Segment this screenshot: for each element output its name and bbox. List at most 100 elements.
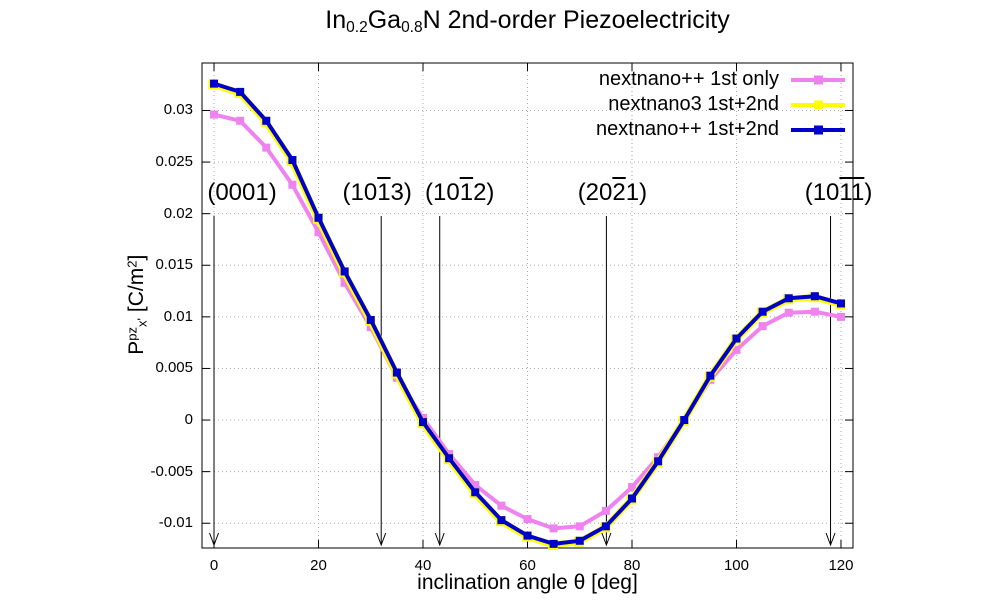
x-tick-label: 80 bbox=[623, 557, 641, 574]
text-part: 3) bbox=[390, 179, 412, 206]
series-nextnanopp-1st-2nd-marker bbox=[288, 156, 297, 164]
series-nextnanopp-1st-2nd-marker bbox=[575, 536, 584, 545]
y-tick-label: 0 bbox=[184, 411, 193, 429]
text-part: In bbox=[325, 6, 347, 34]
series-nextnanopp-1st-2nd-marker bbox=[419, 418, 428, 427]
x-axis-title: inclination angle θ [deg] bbox=[417, 571, 638, 594]
legend-item: nextnano++ 1st only bbox=[400, 67, 845, 92]
series-nextnanopp-1st-2nd bbox=[210, 79, 845, 548]
y-tick-label: 0.015 bbox=[155, 256, 193, 274]
legend-label: nextnano++ 1st only bbox=[598, 68, 779, 90]
series-nextnanopp-1st-2nd-marker bbox=[445, 454, 454, 463]
series-nextnanopp-1st-2nd-marker bbox=[627, 494, 636, 503]
x-tick-label: 40 bbox=[414, 557, 432, 574]
series-nextnanopp-1st-2nd-marker bbox=[366, 315, 375, 324]
text-part: (10 bbox=[804, 179, 840, 206]
text-part: 0.2 bbox=[346, 18, 368, 36]
series-nextnanopp-1st-only-marker bbox=[810, 307, 819, 316]
series-nextnanopp-1st-only-marker bbox=[497, 501, 506, 510]
series-nextnanopp-1st-only bbox=[210, 110, 845, 533]
y-tick-label: 0.02 bbox=[163, 204, 193, 222]
series-nextnanopp-1st-2nd-marker bbox=[758, 307, 767, 316]
text-part: ] bbox=[124, 254, 148, 261]
series-nextnanopp-1st-only-marker bbox=[288, 180, 297, 189]
text-part: ) bbox=[864, 179, 873, 206]
series-nextnanopp-1st-only-marker bbox=[758, 322, 767, 331]
annotation-label: (1013) bbox=[307, 179, 447, 207]
y-tick-label: 0.005 bbox=[155, 359, 193, 377]
series-nextnanopp-1st-2nd-marker bbox=[836, 299, 845, 308]
series-nextnanopp-1st-2nd-marker bbox=[210, 79, 219, 88]
text-part: 1 bbox=[850, 179, 865, 206]
x-tick-label: 0 bbox=[209, 557, 219, 574]
y-tick-label: 0.025 bbox=[155, 153, 193, 171]
annotation-label: (1011) bbox=[769, 179, 909, 207]
legend-item: nextnano3 1st+2nd bbox=[400, 92, 845, 117]
series-nextnanopp-1st-only-marker bbox=[575, 522, 584, 531]
series-nextnanopp-1st-only-marker bbox=[523, 515, 532, 524]
legend-item: nextnano++ 1st+2nd bbox=[400, 117, 845, 142]
series-nextnanopp-1st-2nd-marker bbox=[810, 292, 819, 301]
series-nextnanopp-1st-2nd-line bbox=[213, 81, 842, 546]
text-part: 1) bbox=[625, 179, 648, 206]
series-nextnanopp-1st-2nd-marker bbox=[392, 368, 401, 377]
text-part: 1 bbox=[377, 179, 391, 206]
series-nextnanopp-1st-only-marker bbox=[340, 278, 349, 287]
series-nextnanopp-1st-2nd-marker bbox=[654, 457, 663, 466]
text-part: (20 bbox=[577, 179, 613, 206]
y-tick-label: -0.005 bbox=[150, 462, 193, 480]
y-axis-title: Ppzx' [C/m2] bbox=[124, 145, 149, 465]
series-nextnanopp-1st-2nd-marker bbox=[497, 516, 506, 525]
annotation-label: (2021) bbox=[542, 179, 682, 207]
text-part: x' bbox=[134, 317, 150, 327]
legend-label: nextnano++ 1st+2nd bbox=[596, 118, 779, 140]
series-nextnanopp-1st-2nd-marker bbox=[340, 267, 349, 276]
text-part: P bbox=[124, 340, 148, 355]
chart-title: In0.2Ga0.8N 2nd-order Piezoelectricity bbox=[202, 6, 853, 37]
legend-label: nextnano3 1st+2nd bbox=[608, 93, 779, 115]
series-nextnanopp-1st-2nd-marker bbox=[732, 334, 741, 343]
series-nextnanopp-1st-only-marker bbox=[784, 308, 793, 317]
x-tick-label: 100 bbox=[723, 557, 749, 574]
text-part: N 2nd-order Piezoelectricity bbox=[422, 6, 730, 34]
y-tick-label: 0.01 bbox=[163, 307, 193, 325]
plane-arrows bbox=[209, 216, 836, 547]
text-part: (10 bbox=[425, 179, 460, 206]
annotation-label: (1012) bbox=[390, 179, 530, 207]
text-part: 2) bbox=[473, 179, 495, 206]
text-part: 2 bbox=[124, 260, 140, 268]
text-part: (0001) bbox=[207, 179, 277, 206]
annotation-label: (0001) bbox=[172, 179, 312, 207]
series-nextnanopp-1st-only-marker bbox=[210, 110, 219, 119]
x-tick-label: 60 bbox=[519, 557, 536, 574]
series-nextnanopp-1st-only-marker bbox=[262, 143, 271, 152]
text-part: 0.8 bbox=[401, 18, 423, 36]
text-part: 1 bbox=[839, 179, 851, 206]
series-nextnanopp-1st-2nd-marker bbox=[523, 531, 532, 540]
y-tick-label: 0.03 bbox=[163, 101, 193, 119]
text-part: Ga bbox=[367, 6, 402, 34]
text-part: 1 bbox=[459, 179, 474, 206]
text-part: [C/m bbox=[124, 267, 148, 318]
x-tick-label: 120 bbox=[828, 557, 854, 574]
text-part: 2 bbox=[612, 179, 626, 206]
axis-ticks bbox=[202, 63, 853, 548]
series-nextnanopp-1st-only-marker bbox=[471, 481, 480, 490]
series-nextnanopp-1st-only-marker bbox=[836, 312, 845, 321]
legend-line-sample bbox=[791, 125, 845, 134]
series-nextnanopp-1st-2nd-marker bbox=[601, 522, 610, 531]
y-tick-label: -0.01 bbox=[158, 514, 193, 532]
legend-line-sample bbox=[791, 75, 845, 84]
series-nextnanopp-1st-only-marker bbox=[601, 506, 610, 515]
series-nextnanopp-1st-2nd-marker bbox=[471, 488, 480, 497]
legend-line-sample bbox=[791, 100, 845, 109]
x-tick-label: 20 bbox=[310, 557, 327, 574]
series-nextnanopp-1st-2nd-marker bbox=[784, 294, 793, 303]
series-nextnanopp-1st-2nd-marker bbox=[236, 87, 245, 96]
series-nextnanopp-1st-2nd-marker bbox=[680, 416, 689, 425]
series-nextnanopp-1st-2nd-marker bbox=[706, 371, 715, 380]
text-part: (10 bbox=[342, 179, 378, 206]
series-nextnanopp-1st-2nd-marker bbox=[549, 539, 558, 548]
series-nextnanopp-1st-only-marker bbox=[549, 524, 558, 533]
